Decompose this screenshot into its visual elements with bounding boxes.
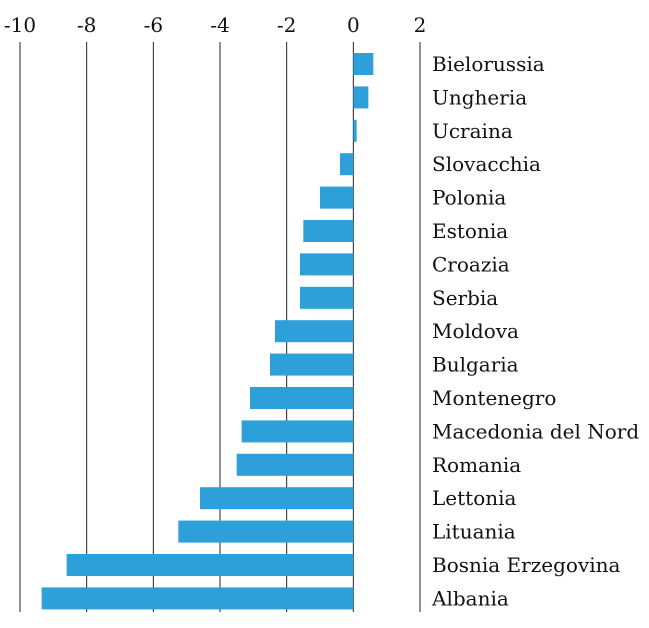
x-tick-label: -2 [277, 13, 296, 37]
bar [41, 587, 354, 610]
category-label: Bulgaria [432, 353, 519, 377]
category-label: Bosnia Erzegovina [432, 553, 621, 577]
bar [300, 286, 354, 309]
bar [250, 387, 354, 409]
x-tick-label: -4 [210, 13, 229, 37]
category-label: Croazia [432, 252, 510, 276]
bar [178, 520, 354, 543]
bar [300, 253, 354, 276]
category-label: Moldova [432, 319, 519, 343]
category-label: Polonia [432, 186, 506, 210]
bar [340, 153, 354, 176]
bar [236, 453, 354, 476]
category-label: Lituania [432, 520, 516, 544]
x-axis-ticks: -10 -8 -6 -4 -2 0 2 [4, 13, 426, 37]
bar [353, 86, 369, 109]
bar [200, 487, 354, 510]
bar [275, 320, 354, 343]
x-tick-label: 2 [414, 13, 427, 37]
bar [270, 353, 354, 376]
category-label: Slovacchia [432, 152, 541, 176]
x-tick-label: 0 [347, 13, 360, 37]
category-label: Romania [432, 453, 521, 477]
category-label: Bielorussia [432, 52, 545, 76]
category-label: Serbia [432, 286, 498, 310]
bar [353, 119, 357, 142]
category-label: Albania [431, 586, 509, 610]
x-tick-label: -10 [4, 13, 36, 37]
bar [353, 53, 374, 75]
category-label: Lettonia [432, 486, 517, 510]
category-label: Macedonia del Nord [432, 419, 639, 443]
bar [303, 220, 354, 242]
category-label: Ungheria [432, 85, 527, 109]
bar [320, 186, 354, 209]
bar [66, 554, 354, 576]
category-label: Estonia [432, 219, 508, 243]
x-tick-label: -8 [77, 13, 96, 37]
category-labels: Bielorussia Ungheria Ucraina Slovacchia Polo… [431, 52, 639, 610]
category-label: Ucraina [432, 119, 513, 143]
bars [41, 53, 374, 610]
category-label: Montenegro [432, 386, 556, 410]
x-tick-label: -6 [144, 13, 163, 37]
bar [241, 420, 354, 443]
